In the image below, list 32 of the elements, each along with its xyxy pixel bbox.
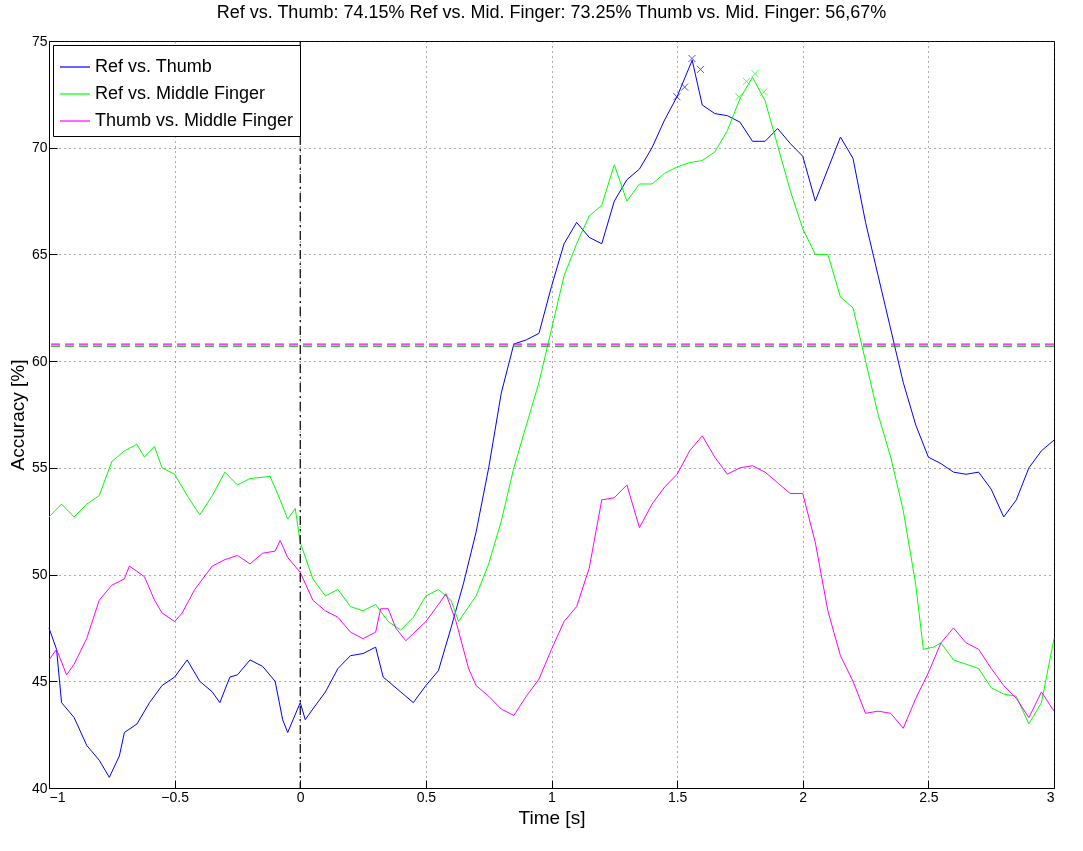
y-tick-label: 45 bbox=[31, 672, 48, 689]
point bbox=[742, 77, 751, 86]
x-tick-label: −0.5 bbox=[161, 788, 190, 805]
y-tick-label: 60 bbox=[31, 352, 48, 369]
point bbox=[734, 92, 743, 101]
x-tick-label: 1 bbox=[548, 788, 557, 805]
x-axis-title: Time [s] bbox=[518, 806, 586, 828]
y-tick-label: 50 bbox=[31, 566, 48, 583]
x-tick-label: 2.5 bbox=[919, 788, 939, 805]
y-tick-label: 40 bbox=[31, 779, 48, 796]
y-tick-label: 65 bbox=[31, 245, 48, 262]
point bbox=[750, 69, 760, 78]
legend-label: Thumb vs. Middle Finger bbox=[95, 110, 294, 130]
line-series bbox=[48, 435, 1055, 729]
point bbox=[696, 65, 705, 74]
x-tick-label: 0.5 bbox=[416, 788, 437, 805]
point bbox=[759, 88, 768, 97]
y-tick-label: 55 bbox=[31, 459, 48, 476]
y-tick-label: 75 bbox=[31, 32, 48, 49]
x-tick-label: −1 bbox=[49, 788, 66, 805]
x-tick-label: 3 bbox=[1046, 788, 1055, 805]
point bbox=[687, 54, 696, 63]
point bbox=[680, 83, 689, 92]
point bbox=[672, 92, 681, 101]
chart-title: Ref vs. Thumb: 74.15% Ref vs. Mid. Finger: 73.25% Thumb vs. Mid. Finger: 56,67% bbox=[216, 2, 887, 22]
x-tick-label: 1.5 bbox=[667, 788, 688, 805]
x-tick-label: 2 bbox=[799, 788, 808, 805]
legend-label: Ref vs. Thumb bbox=[95, 56, 212, 76]
y-axis-title: Accuracy [%] bbox=[6, 359, 28, 471]
x-tick-label: 0 bbox=[296, 788, 305, 805]
y-tick-label: 70 bbox=[31, 139, 48, 156]
legend-label: Ref vs. Middle Finger bbox=[95, 83, 266, 103]
